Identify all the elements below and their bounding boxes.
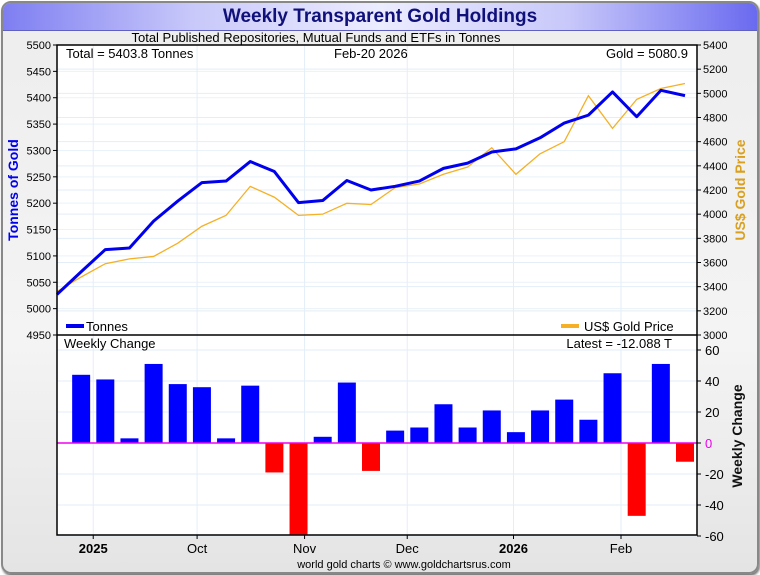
x-tick-label: Dec — [396, 541, 420, 556]
weekly-change-bar — [168, 384, 187, 443]
weekly-tick-label: 0 — [705, 436, 712, 451]
total-annotation: Total = 5403.8 Tonnes — [66, 46, 194, 61]
x-tick-label: 2026 — [499, 541, 528, 556]
right-tick-label: 3400 — [703, 282, 727, 294]
left-tick-label: 5400 — [27, 93, 51, 105]
weekly-change-bar — [192, 387, 211, 443]
weekly-change-bar — [434, 404, 453, 443]
weekly-change-bar — [482, 410, 501, 443]
right-tick-label: 4600 — [703, 137, 727, 149]
weekly-change-bar — [72, 374, 91, 443]
tonnes-line — [55, 88, 686, 296]
legend-tonnes-swatch — [66, 324, 84, 328]
weekly-change-bar — [265, 443, 284, 473]
weekly-change-bar — [96, 379, 115, 443]
left-tick-label: 5350 — [27, 119, 51, 131]
weekly-tick-label: 40 — [705, 374, 719, 389]
left-tick-label: 5450 — [27, 66, 51, 78]
left-axis-title: Tonnes of Gold — [5, 139, 21, 241]
chart-title: Weekly Transparent Gold Holdings — [3, 3, 757, 31]
weekly-change-bar — [531, 410, 550, 443]
gold-price-line — [56, 82, 686, 293]
x-tick-label: 2025 — [79, 541, 108, 556]
left-tick-label: 5150 — [27, 225, 51, 237]
weekly-change-bars — [57, 363, 697, 535]
weekly-change-bar — [676, 443, 694, 462]
right-tick-label: 3000 — [703, 330, 727, 342]
right-tick-label: 4200 — [703, 185, 727, 197]
right-tick-label: 5200 — [703, 64, 727, 76]
weekly-change-bar — [651, 363, 670, 443]
left-tick-label: 4950 — [27, 330, 51, 342]
series-lines — [55, 82, 686, 296]
right-tick-label: 3800 — [703, 233, 727, 245]
right-tick-label: 3600 — [703, 258, 727, 270]
weekly-tick-label: -20 — [705, 467, 724, 482]
weekly-change-bar — [627, 443, 646, 516]
axes: 2025 Oct Nov Dec 2026 Feb 4950 5000 5050 5100 5150… — [27, 40, 728, 556]
left-tick-label: 5500 — [27, 40, 51, 52]
weekly-change-bar — [289, 443, 308, 535]
left-tick-label: 5300 — [27, 145, 51, 157]
weekly-change-bar — [217, 438, 236, 443]
weekly-change-bar — [144, 363, 163, 443]
gold-annotation: Gold = 5080.9 — [606, 46, 688, 61]
weekly-tick-label: -40 — [705, 498, 724, 513]
chart-subtitle: Total Published Repositories, Mutual Fun… — [131, 30, 501, 45]
legend-tonnes-label: Tonnes — [86, 319, 128, 334]
weekly-change-bar — [555, 399, 574, 443]
weekly-tick-label: 20 — [705, 405, 719, 420]
weekly-change-bar — [386, 430, 405, 443]
weekly-tick-label: -60 — [705, 529, 724, 544]
right-axis-title: US$ Gold Price — [732, 139, 748, 240]
plot-border — [56, 44, 698, 536]
weekly-change-bar — [579, 419, 598, 443]
x-tick-label: Nov — [293, 541, 317, 556]
weekly-change-bar — [313, 436, 332, 443]
weekly-axis-title: Weekly Change — [729, 384, 745, 487]
weekly-change-bar — [506, 432, 525, 443]
footer-credit: world gold charts © www.goldchartsrus.co… — [296, 559, 511, 571]
right-tick-label: 3200 — [703, 306, 727, 318]
right-tick-label: 5400 — [703, 40, 727, 52]
x-tick-label: Oct — [187, 541, 208, 556]
right-tick-label: 4000 — [703, 209, 727, 221]
weekly-change-bar — [337, 382, 356, 443]
legend-gold-label: US$ Gold Price — [584, 319, 674, 334]
right-tick-label: 5000 — [703, 88, 727, 100]
left-tick-label: 5100 — [27, 251, 51, 263]
weekly-change-bar — [458, 427, 477, 443]
weekly-change-bar — [241, 385, 260, 443]
date-annotation: Feb-20 2026 — [334, 46, 408, 61]
weekly-change-label: Weekly Change — [64, 336, 156, 351]
weekly-change-bar — [603, 373, 622, 443]
latest-annotation: Latest = -12.088 T — [566, 336, 672, 351]
left-tick-label: 5000 — [27, 304, 51, 316]
x-tick-label: Feb — [610, 541, 632, 556]
weekly-change-bar — [120, 438, 139, 443]
right-tick-label: 4400 — [703, 161, 727, 173]
weekly-change-bar — [362, 443, 380, 471]
left-tick-label: 5200 — [27, 198, 51, 210]
weekly-tick-label: 60 — [705, 343, 719, 358]
left-tick-label: 5250 — [27, 172, 51, 184]
weekly-change-bar — [410, 427, 429, 443]
left-tick-label: 5050 — [27, 277, 51, 289]
right-tick-label: 4800 — [703, 113, 727, 125]
legend-gold-swatch — [561, 324, 579, 328]
